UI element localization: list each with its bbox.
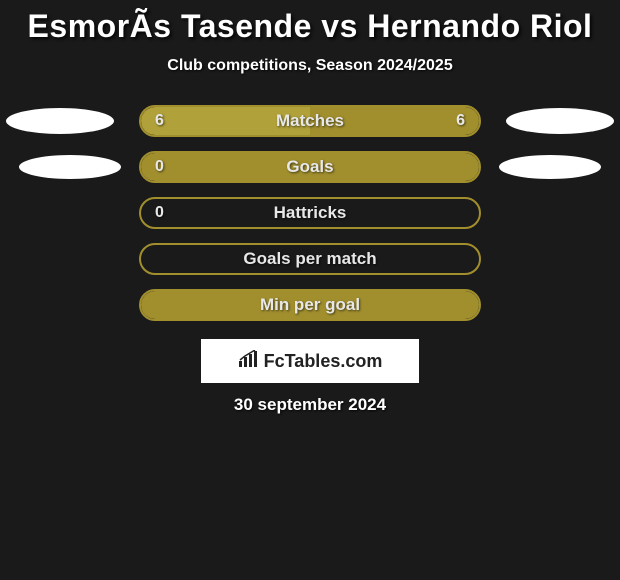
chart-icon [238, 350, 260, 373]
date: 30 september 2024 [0, 395, 620, 415]
stat-bar: 0 Goals [139, 151, 481, 183]
stat-value-left: 0 [155, 204, 164, 222]
stat-label: Goals per match [243, 249, 376, 269]
stat-value-left: 0 [155, 158, 164, 176]
logo-box[interactable]: FcTables.com [201, 339, 419, 383]
stat-row: 0 Goals [0, 151, 620, 183]
stat-bar: Goals per match [139, 243, 481, 275]
stat-row: Min per goal [0, 289, 620, 321]
subtitle: Club competitions, Season 2024/2025 [0, 57, 620, 75]
player-marker-right [499, 155, 601, 179]
stat-row: 6 Matches 6 [0, 105, 620, 137]
stat-bar: Min per goal [139, 289, 481, 321]
player-marker-left [19, 155, 121, 179]
stat-value-right: 6 [456, 112, 465, 130]
stat-value-left: 6 [155, 112, 164, 130]
logo: FcTables.com [238, 350, 383, 373]
stat-bar: 6 Matches 6 [139, 105, 481, 137]
stat-label: Matches [276, 111, 344, 131]
stat-rows: 6 Matches 6 0 Goals 0 Hattricks Goals per match… [0, 105, 620, 321]
comparison-card: EsmorÃ­s Tasende vs Hernando Riol Club c… [0, 0, 620, 415]
stat-row: Goals per match [0, 243, 620, 275]
stat-label: Hattricks [274, 203, 347, 223]
stat-bar: 0 Hattricks [139, 197, 481, 229]
player-marker-left [6, 108, 114, 134]
stat-label: Min per goal [260, 295, 360, 315]
player-marker-right [506, 108, 614, 134]
page-title: EsmorÃ­s Tasende vs Hernando Riol [0, 8, 620, 45]
logo-text: FcTables.com [264, 351, 383, 372]
stat-row: 0 Hattricks [0, 197, 620, 229]
stat-label: Goals [286, 157, 333, 177]
